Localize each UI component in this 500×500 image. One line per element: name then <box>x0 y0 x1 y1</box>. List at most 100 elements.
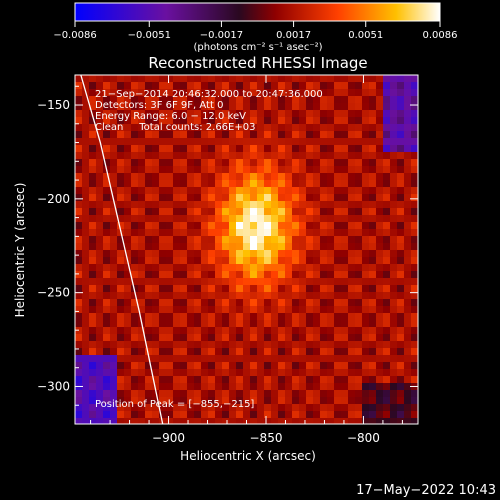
heatmap-cell <box>145 124 152 131</box>
heatmap-cell <box>327 390 334 397</box>
heatmap-cell <box>397 285 404 292</box>
heatmap-cell <box>222 96 229 103</box>
heatmap-cell <box>369 250 376 257</box>
heatmap-cell <box>82 215 89 222</box>
heatmap-cell <box>124 110 131 117</box>
heatmap-cell <box>355 103 362 110</box>
heatmap-cell <box>138 285 145 292</box>
heatmap-cell <box>376 145 383 152</box>
heatmap-cell <box>327 180 334 187</box>
heatmap-cell <box>404 180 411 187</box>
heatmap-cell <box>173 166 180 173</box>
heatmap-cell <box>257 138 264 145</box>
heatmap-cell <box>145 82 152 89</box>
heatmap-cell <box>236 369 243 376</box>
heatmap-cell <box>355 89 362 96</box>
heatmap-cell <box>89 89 96 96</box>
heatmap-cell <box>138 208 145 215</box>
heatmap-cell <box>89 159 96 166</box>
heatmap-cell <box>299 285 306 292</box>
heatmap-cell <box>152 166 159 173</box>
heatmap-cell <box>250 362 257 369</box>
heatmap-cell <box>103 264 110 271</box>
heatmap-cell <box>376 103 383 110</box>
heatmap-cell <box>229 75 236 82</box>
heatmap-cell <box>397 250 404 257</box>
heatmap-cell <box>152 215 159 222</box>
heatmap-cell <box>201 166 208 173</box>
heatmap-cell <box>264 355 271 362</box>
heatmap-cell <box>250 173 257 180</box>
heatmap-cell <box>166 334 173 341</box>
heatmap-cell <box>131 383 138 390</box>
heatmap-cell <box>411 236 418 243</box>
heatmap-cell <box>327 411 334 418</box>
heatmap-cell <box>411 229 418 236</box>
heatmap-cell <box>124 187 131 194</box>
colorbar-tick-label: −0.0017 <box>200 30 243 41</box>
heatmap-cell <box>215 89 222 96</box>
heatmap-cell <box>278 236 285 243</box>
heatmap-cell <box>264 285 271 292</box>
heatmap-cell <box>82 208 89 215</box>
heatmap-cell <box>194 313 201 320</box>
heatmap-cell <box>159 208 166 215</box>
heatmap-cell <box>397 306 404 313</box>
heatmap-cell <box>131 117 138 124</box>
heatmap-cell <box>278 327 285 334</box>
heatmap-cell <box>117 355 124 362</box>
heatmap-cell <box>173 89 180 96</box>
heatmap-cell <box>89 243 96 250</box>
heatmap-cell <box>299 334 306 341</box>
heatmap-cell <box>334 89 341 96</box>
heatmap-cell <box>411 180 418 187</box>
heatmap-cell <box>292 82 299 89</box>
heatmap-cell <box>243 131 250 138</box>
heatmap-cell <box>313 376 320 383</box>
heatmap-cell <box>222 306 229 313</box>
heatmap-cell <box>187 355 194 362</box>
heatmap-cell <box>229 222 236 229</box>
heatmap-cell <box>215 278 222 285</box>
heatmap-cell <box>103 285 110 292</box>
heatmap-cell <box>355 327 362 334</box>
heatmap-cell <box>257 306 264 313</box>
heatmap-cell <box>355 166 362 173</box>
heatmap-cell <box>376 334 383 341</box>
heatmap-cell <box>131 75 138 82</box>
heatmap-cell <box>166 299 173 306</box>
heatmap-cell <box>145 376 152 383</box>
heatmap-cell <box>236 327 243 334</box>
y-axis: −150−200−250−300 <box>37 85 418 406</box>
heatmap-cell <box>124 250 131 257</box>
heatmap-cell <box>285 89 292 96</box>
heatmap-cell <box>159 299 166 306</box>
heatmap-cell <box>110 138 117 145</box>
heatmap-cell <box>124 180 131 187</box>
heatmap-cell <box>236 306 243 313</box>
heatmap-cell <box>271 138 278 145</box>
heatmap-cell <box>180 390 187 397</box>
heatmap-cell <box>285 355 292 362</box>
heatmap-cell <box>369 313 376 320</box>
heatmap-cell <box>390 180 397 187</box>
heatmap-cell <box>327 159 334 166</box>
y-tick-label: −250 <box>37 286 70 300</box>
heatmap-cell <box>376 222 383 229</box>
heatmap-cell <box>355 404 362 411</box>
heatmap-cell <box>292 299 299 306</box>
y-tick-label: −200 <box>37 192 70 206</box>
heatmap-cell <box>355 222 362 229</box>
heatmap-cell <box>194 96 201 103</box>
heatmap-cell <box>383 131 390 138</box>
heatmap-cell <box>236 292 243 299</box>
heatmap-cell <box>75 110 82 117</box>
heatmap-cell <box>96 418 103 424</box>
heatmap-cell <box>397 418 404 424</box>
heatmap-cell <box>369 82 376 89</box>
heatmap-cell <box>390 369 397 376</box>
heatmap-cell <box>299 299 306 306</box>
heatmap-cell <box>243 96 250 103</box>
heatmap-cell <box>411 201 418 208</box>
heatmap-cell <box>390 82 397 89</box>
